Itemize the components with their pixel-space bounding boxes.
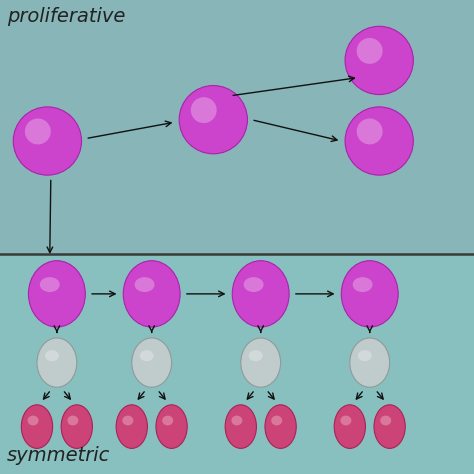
Ellipse shape [341,261,398,327]
Ellipse shape [61,405,92,448]
Ellipse shape [123,261,180,327]
Circle shape [13,107,82,175]
Ellipse shape [353,277,373,292]
Ellipse shape [67,416,78,425]
Text: symmetric: symmetric [7,447,110,465]
Ellipse shape [140,350,154,361]
Ellipse shape [162,416,173,425]
Circle shape [179,85,247,154]
Ellipse shape [27,416,38,425]
Circle shape [345,107,413,175]
Ellipse shape [334,405,365,448]
Ellipse shape [249,350,263,361]
Ellipse shape [265,405,296,448]
Ellipse shape [271,416,282,425]
Ellipse shape [358,350,372,361]
Ellipse shape [21,405,53,448]
Circle shape [345,26,413,94]
Ellipse shape [241,338,281,387]
Text: proliferative: proliferative [7,7,126,26]
Ellipse shape [380,416,391,425]
Ellipse shape [28,261,85,327]
Ellipse shape [122,416,133,425]
Ellipse shape [116,405,147,448]
Bar [0,0,474,254]
Ellipse shape [374,405,405,448]
Ellipse shape [225,405,256,448]
Ellipse shape [132,338,172,387]
Ellipse shape [340,416,351,425]
Ellipse shape [231,416,242,425]
Ellipse shape [135,277,155,292]
Ellipse shape [244,277,264,292]
Ellipse shape [232,261,289,327]
Circle shape [191,97,217,123]
Circle shape [356,118,383,145]
Ellipse shape [156,405,187,448]
Ellipse shape [45,350,59,361]
Ellipse shape [350,338,390,387]
Ellipse shape [37,338,77,387]
Ellipse shape [40,277,60,292]
Circle shape [356,38,383,64]
Bar [0,254,474,474]
Circle shape [25,118,51,145]
